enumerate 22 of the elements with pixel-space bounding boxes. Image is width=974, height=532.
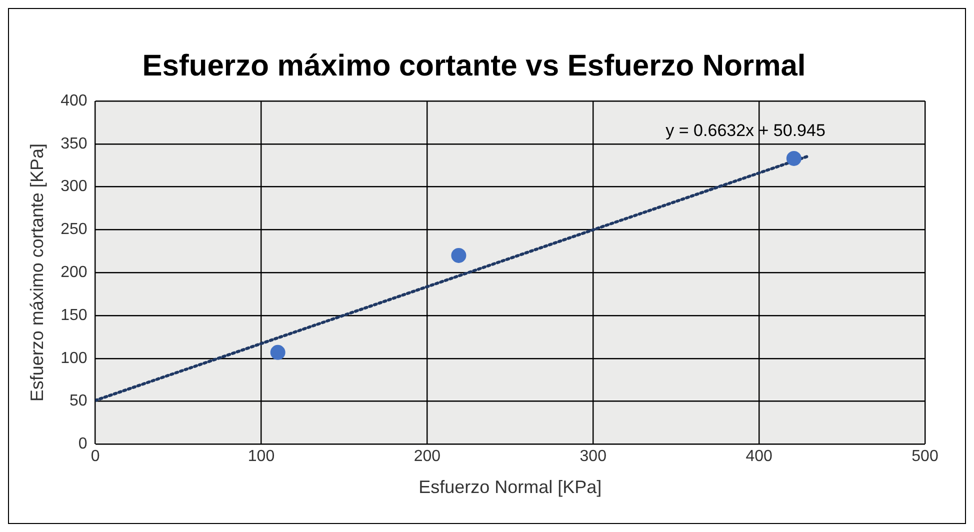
point: [270, 344, 286, 360]
y-tick-label: 200: [60, 264, 88, 282]
chart-title: Esfuerzo máximo cortante vs Esfuerzo Normal: [142, 49, 806, 82]
y-tick-label: 50: [70, 392, 88, 410]
y-tick-label: 100: [60, 350, 88, 367]
x-tick-label: 300: [580, 448, 607, 466]
y-tick-label: 400: [60, 92, 88, 110]
x-tick-label: 200: [414, 448, 441, 466]
x-axis-title: Esfuerzo Normal [KPa]: [418, 477, 602, 498]
y-tick-label: 150: [60, 306, 88, 324]
annotation: y = 0.6632x + 50.945: [666, 121, 826, 140]
y-tick-label: 0: [78, 436, 88, 453]
y-tick-label: 300: [60, 178, 88, 196]
point: [451, 248, 466, 263]
point: [786, 150, 802, 166]
x-tick-label: 500: [912, 448, 938, 466]
x-tick-label: 100: [248, 448, 275, 466]
x-tick-label: 400: [746, 448, 773, 466]
y-axis-title: Esfuerzo máximo cortante [KPa]: [26, 144, 47, 402]
y-tick-label: 350: [60, 135, 88, 152]
x-tick-label: 0: [90, 448, 100, 466]
y-tick-label: 250: [60, 221, 88, 238]
